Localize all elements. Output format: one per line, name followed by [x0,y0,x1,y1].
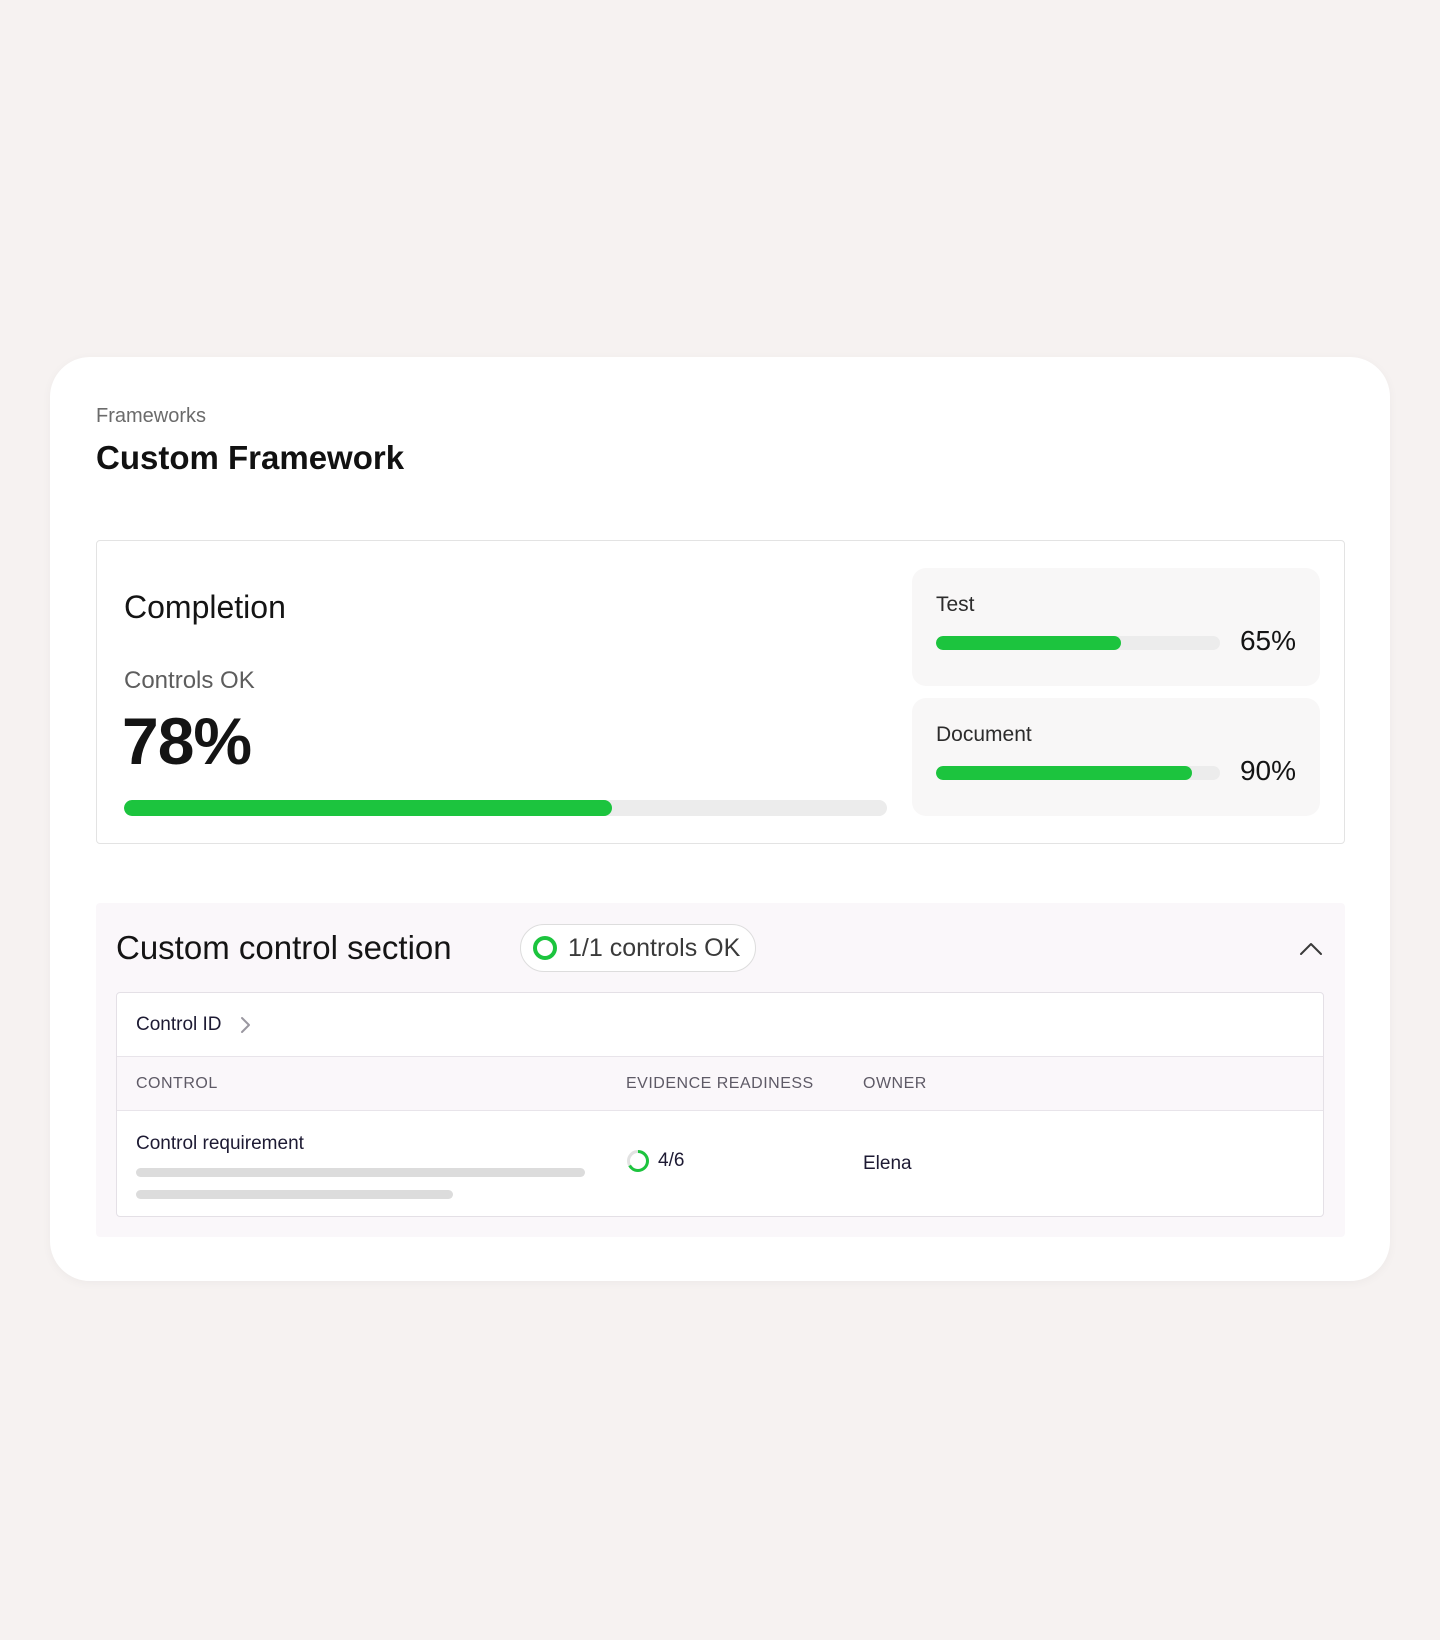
column-header-owner[interactable]: OWNER [863,1075,927,1092]
readiness-count: 4/6 [658,1150,685,1171]
page-title: Custom Framework [96,439,405,476]
metric-value: 65% [1239,625,1296,656]
chevron-up-icon [1300,943,1322,955]
skeleton-line [136,1168,585,1177]
completion-panel: Completion Controls OK 78% Test 65% Docu… [96,540,1345,844]
table-header: CONTROL EVIDENCE READINESS OWNER [117,1057,1323,1111]
control-id-filter[interactable]: Control ID [136,1013,222,1035]
metric-card-document: Document 90% [912,698,1320,816]
metric-label: Document [936,723,1032,746]
status-ring-icon [533,936,557,960]
progress-ring-icon [627,1150,649,1172]
column-header-evidence-readiness[interactable]: EVIDENCE READINESS [626,1075,814,1092]
framework-card: Frameworks Custom Framework Completion C… [50,357,1390,1281]
controls-ok-progress-bar [124,800,887,816]
metric-progress-bar [936,766,1220,780]
section-title: Custom control section [116,929,452,966]
metric-progress-bar [936,636,1220,650]
status-text: 1/1 controls OK [568,933,741,962]
table-toolbar: Control ID [117,993,1323,1057]
breadcrumb[interactable]: Frameworks [96,405,207,427]
column-header-control[interactable]: CONTROL [136,1075,218,1092]
collapse-button[interactable] [1297,937,1325,959]
controls-ok-value: 78% [122,704,252,778]
table-row[interactable]: Control requirement 4/6 Elena [117,1111,1323,1215]
metric-progress-fill [936,636,1121,650]
controls-ok-progress-fill [124,800,613,816]
metric-progress-fill [936,766,1192,780]
owner-name: Elena [863,1153,912,1174]
metric-card-test: Test 65% [912,568,1320,686]
status-badge: 1/1 controls OK [520,924,757,972]
metric-label: Test [936,593,975,616]
controls-table: Control ID CONTROL EVIDENCE READINESS OW… [116,992,1324,1217]
completion-title: Completion [124,589,286,625]
control-requirement[interactable]: Control requirement [136,1133,304,1154]
controls-ok-label: Controls OK [124,667,255,694]
evidence-readiness: 4/6 [626,1149,684,1173]
skeleton-line [136,1190,453,1199]
custom-control-section: Custom control section 1/1 controls OK C… [96,903,1345,1237]
metric-value: 90% [1239,755,1296,786]
chevron-right-icon[interactable] [238,1015,252,1035]
